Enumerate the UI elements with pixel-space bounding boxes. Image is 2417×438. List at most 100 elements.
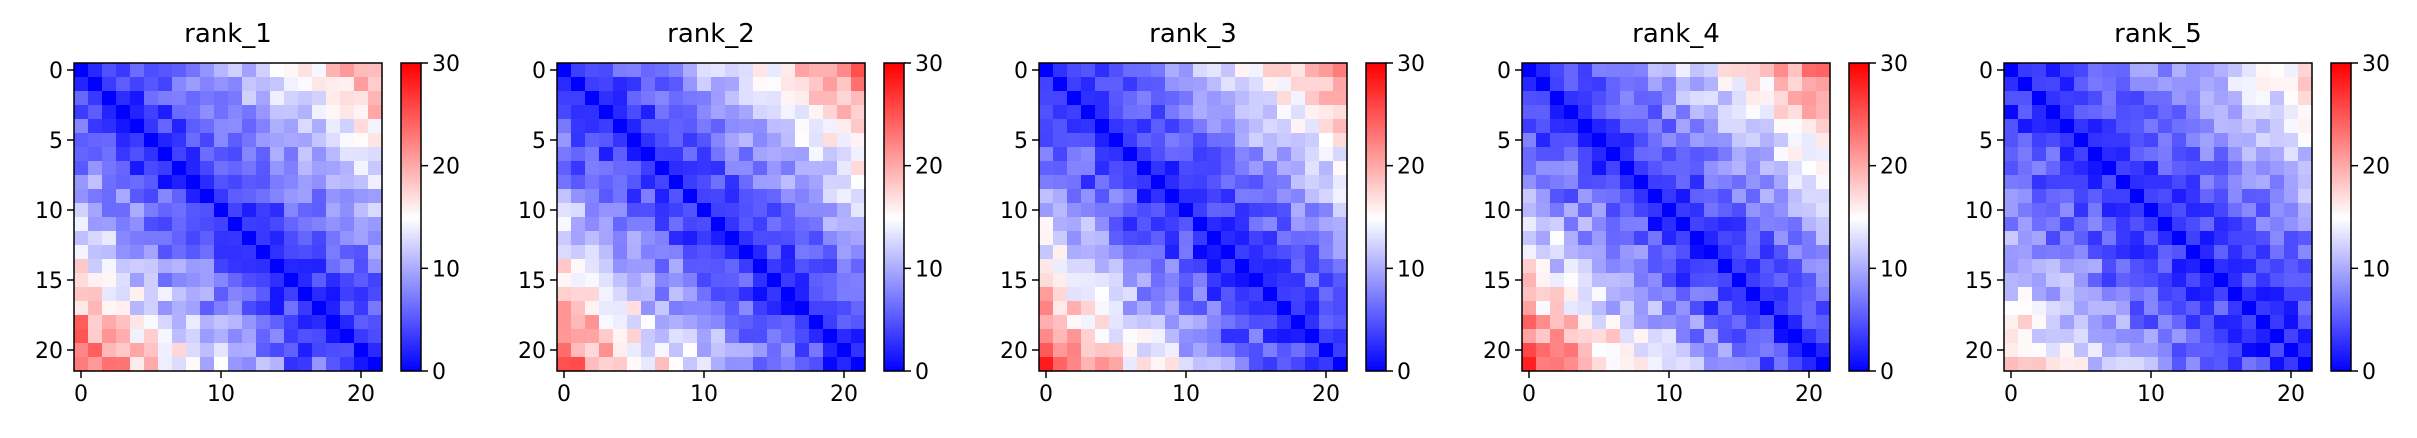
heatmap-cell <box>284 329 299 344</box>
heatmap-cell <box>1690 203 1705 218</box>
heatmap-cell <box>1620 245 1635 260</box>
heatmap-cell <box>753 203 768 218</box>
heatmap-cell <box>557 315 572 330</box>
colorbar-segment <box>401 188 421 192</box>
heatmap-cell <box>585 287 600 302</box>
colorbar-segment <box>2331 322 2351 326</box>
heatmap-cell <box>2270 119 2285 134</box>
heatmap-cell <box>228 161 243 176</box>
heatmap-cell <box>1207 301 1222 316</box>
heatmap-cell <box>1193 329 1208 344</box>
heatmap-cell <box>2088 147 2103 162</box>
heatmap-cell <box>1221 203 1236 218</box>
heatmap-cell <box>1564 259 1579 274</box>
heatmap-cell <box>1662 203 1677 218</box>
heatmap-cell <box>74 273 89 288</box>
heatmap-cell <box>102 301 117 316</box>
heatmap-cell <box>669 77 684 92</box>
heatmap-cell <box>823 119 838 134</box>
heatmap-cell <box>1592 119 1607 134</box>
heatmap-cell <box>1039 189 1054 204</box>
colorbar-segment <box>2331 301 2351 305</box>
colorbar-segment <box>1849 360 1869 364</box>
heatmap-cell <box>683 287 698 302</box>
heatmap-cell <box>2256 273 2271 288</box>
heatmap-cell <box>1109 119 1124 134</box>
heatmap-cell <box>214 273 229 288</box>
colorbar-segment <box>401 152 421 156</box>
heatmap-cell <box>1081 329 1096 344</box>
heatmap-cell <box>739 343 754 358</box>
x-tick-label: 20 <box>2277 382 2305 407</box>
heatmap-cell <box>312 119 327 134</box>
heatmap-cell <box>809 315 824 330</box>
heatmap-cell <box>144 133 159 148</box>
heatmap-cell <box>200 301 215 316</box>
heatmap-cell <box>2298 77 2313 92</box>
heatmap-cell <box>837 119 852 134</box>
colorbar-segment <box>401 160 421 164</box>
heatmap-cell <box>242 133 257 148</box>
heatmap-cell <box>88 161 103 176</box>
heatmap-cell <box>2018 189 2033 204</box>
heatmap-cell <box>1704 105 1719 120</box>
colorbar-segment <box>884 116 904 121</box>
heatmap-cell <box>1564 203 1579 218</box>
heatmap-cell <box>2102 273 2117 288</box>
heatmap-cell <box>2004 301 2019 316</box>
heatmap-cell <box>1606 343 1621 358</box>
heatmap-cell <box>1522 189 1537 204</box>
heatmap-cell <box>200 161 215 176</box>
heatmap-cell <box>2228 245 2243 260</box>
colorbar-segment <box>1366 122 1386 126</box>
heatmap-cell <box>1081 133 1096 148</box>
heatmap-cell <box>627 273 642 288</box>
heatmap-cell <box>1746 315 1761 330</box>
colorbar-segment <box>1849 199 1869 203</box>
heatmap-cell <box>270 343 285 358</box>
heatmap-cell <box>1732 343 1747 358</box>
heatmap-cell <box>1109 175 1124 190</box>
heatmap-cell <box>1746 343 1761 358</box>
heatmap-cell <box>88 105 103 120</box>
colorbar-segment <box>884 329 904 334</box>
colorbar-segment <box>884 222 904 226</box>
heatmap-cell <box>2186 329 2201 344</box>
colorbar-segment <box>884 347 904 352</box>
colorbar-segment <box>884 365 904 370</box>
colorbar-tick-label: 30 <box>1397 52 1425 77</box>
colorbar-segment <box>2331 363 2351 367</box>
heatmap-cell <box>354 175 369 190</box>
colorbar-segment <box>1849 345 1869 349</box>
colorbar-segment <box>1366 353 1386 357</box>
heatmap-cell <box>2200 105 2215 120</box>
heatmap-cell <box>1151 91 1166 106</box>
heatmap-cell <box>837 329 852 344</box>
heatmap-cell <box>1179 175 1194 190</box>
heatmap-cell <box>354 105 369 120</box>
heatmap-cell <box>571 343 586 358</box>
heatmap-cell <box>1165 245 1180 260</box>
heatmap-cell <box>1291 231 1306 246</box>
heatmap-cell <box>1165 315 1180 330</box>
heatmap-cell <box>753 175 768 190</box>
colorbar-segment <box>401 273 421 277</box>
heatmap-cell <box>270 91 285 106</box>
heatmap-cell <box>2046 343 2061 358</box>
colorbar-segment <box>2331 345 2351 349</box>
colorbar-segment <box>2331 175 2351 180</box>
heatmap-cell <box>683 119 698 134</box>
heatmap-cell <box>1193 119 1208 134</box>
heatmap-cell <box>2130 245 2145 260</box>
heatmap-cell <box>1802 287 1817 302</box>
heatmap-cell <box>144 189 159 204</box>
colorbar-segment <box>884 299 904 303</box>
heatmap-cell <box>200 329 215 344</box>
heatmap-cell <box>1690 357 1705 372</box>
heatmap-cell <box>1648 63 1663 78</box>
heatmap-cell <box>1053 133 1068 148</box>
heatmap-cell <box>116 217 131 232</box>
heatmap-cell <box>2144 217 2159 232</box>
heatmap-cell <box>144 343 159 358</box>
heatmap-cell <box>585 329 600 344</box>
